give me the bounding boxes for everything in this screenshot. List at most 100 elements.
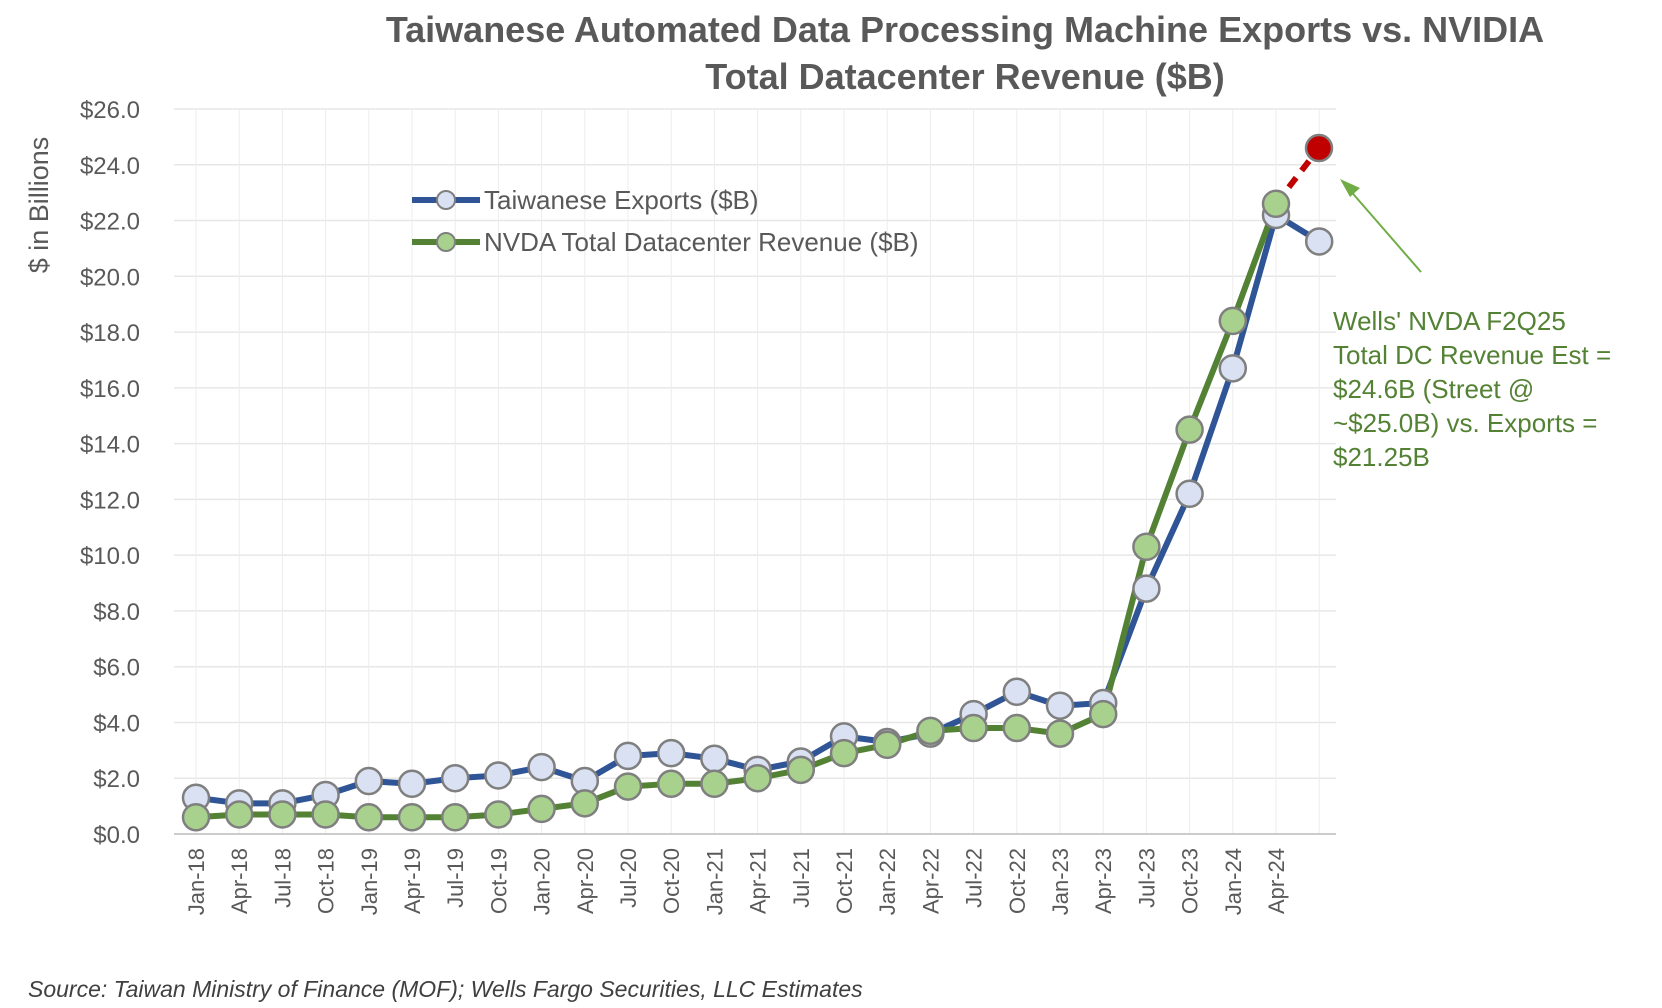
nvda-point: [397, 803, 427, 832]
x-tick-label: Jul-19: [443, 848, 468, 908]
y-tick-label: $22.0: [80, 209, 140, 236]
x-tick-label: Oct-20: [659, 848, 684, 914]
x-tick-label: Apr-19: [400, 848, 425, 914]
annotation-line: $24.6B (Street @: [1333, 374, 1534, 404]
annotation-line: Total DC Revenue Est =: [1333, 340, 1611, 370]
exports-point: [484, 761, 513, 790]
annotation-arrow-line: [1347, 187, 1422, 273]
x-tick-label: Jan-21: [702, 848, 727, 915]
exports-point: [440, 763, 470, 793]
nvda-point: [1218, 306, 1248, 336]
nvda-point: [872, 730, 902, 760]
x-tick-label: Apr-22: [918, 848, 943, 914]
exports-point: [700, 744, 729, 773]
nvda-point: [700, 769, 729, 799]
nvda-point: [224, 800, 254, 829]
legend-marker: [436, 190, 456, 210]
exports-point: [1304, 227, 1334, 256]
y-tick-label: $12.0: [80, 487, 140, 514]
nvda-point: [959, 713, 988, 743]
nvda-point: [786, 755, 816, 785]
x-tick-label: Jan-19: [357, 848, 382, 915]
x-tick-label: Jul-20: [616, 848, 641, 908]
x-tick-label: Oct-19: [486, 848, 511, 914]
annotation-line: ~$25.0B) vs. Exports =: [1333, 408, 1597, 438]
nvda-point: [916, 716, 945, 746]
x-tick-label: Jan-23: [1048, 848, 1073, 915]
nvda-point: [181, 803, 211, 832]
x-tick-label: Jul-23: [1134, 848, 1159, 908]
plot-area: [181, 133, 1334, 832]
estimate-point: [1304, 133, 1334, 163]
x-tick-label: Oct-21: [832, 848, 857, 914]
annotation-arrowhead: [1340, 179, 1360, 197]
y-axis-label: $ in Billions: [24, 137, 54, 274]
x-tick-label: Apr-24: [1264, 848, 1289, 914]
exports-point: [1045, 691, 1075, 720]
exports-point: [1175, 479, 1204, 509]
x-tick-label: Jan-18: [184, 848, 209, 915]
legend-label: NVDA Total Datacenter Revenue ($B): [484, 227, 919, 257]
nvda-point: [1045, 719, 1075, 748]
nvda-point: [829, 738, 859, 768]
x-tick-label: Oct-23: [1178, 848, 1203, 914]
source-note: Source: Taiwan Ministry of Finance (MOF)…: [28, 976, 863, 1002]
x-tick-label: Jul-22: [962, 848, 987, 908]
x-tick-label: Oct-22: [1005, 848, 1030, 914]
nvda-point: [1261, 189, 1291, 219]
chart-title-line-2: Total Datacenter Revenue ($B): [705, 56, 1224, 97]
x-tick-label: Apr-23: [1091, 848, 1116, 914]
y-tick-label: $16.0: [80, 376, 140, 403]
x-tick-label: Jul-21: [789, 848, 814, 908]
x-tick-label: Apr-21: [746, 848, 771, 914]
x-tick-label: Jan-24: [1221, 848, 1246, 915]
nvda-point: [440, 803, 470, 832]
x-tick-label: Apr-18: [227, 848, 252, 914]
exports-point: [656, 738, 686, 768]
y-tick-label: $6.0: [93, 655, 140, 682]
exports-point: [613, 741, 643, 771]
y-tick-label: $14.0: [80, 432, 140, 459]
y-tick-label: $4.0: [93, 710, 140, 737]
nvda-point: [656, 769, 686, 799]
gridlines: [174, 108, 1336, 835]
nvda-point: [484, 800, 513, 829]
x-tick-label: Jul-18: [270, 848, 295, 908]
x-axis-ticks: Jan-18 Apr-18 Jul-18 Oct-18 Jan-19 Apr-19 Jul-…: [184, 848, 1289, 915]
chart-title-line-1: Taiwanese Automated Data Processing Mach…: [386, 9, 1544, 50]
exports-point: [1132, 574, 1161, 603]
nvda-point: [570, 789, 600, 818]
nvda-point: [1132, 532, 1161, 562]
y-axis-ticks: $0.0 $2.0 $4.0 $6.0 $8.0 $10.0 $12.0 $14.0 $16.0…: [80, 97, 140, 849]
nvda-point: [268, 800, 297, 829]
exports-point: [1218, 354, 1248, 383]
y-tick-label: $0.0: [93, 822, 140, 849]
exports-point: [527, 752, 556, 782]
x-tick-label: Jan-20: [530, 848, 555, 915]
nvda-point: [743, 763, 772, 793]
y-tick-label: $2.0: [93, 766, 140, 793]
y-tick-label: $10.0: [80, 543, 140, 570]
exports-point: [397, 769, 427, 799]
nvda-point: [1175, 415, 1204, 444]
exports-point: [354, 766, 384, 796]
y-tick-label: $8.0: [93, 599, 140, 626]
nvda-point: [354, 803, 384, 832]
x-tick-label: Apr-20: [573, 848, 598, 914]
annotation-line: $21.25B: [1333, 442, 1430, 472]
y-tick-label: $24.0: [80, 153, 140, 180]
y-tick-label: $26.0: [80, 97, 140, 124]
nvda-line: [195, 202, 1279, 821]
annotation: Wells' NVDA F2Q25 Total DC Revenue Est = $…: [1333, 179, 1611, 472]
y-tick-label: $18.0: [80, 320, 140, 347]
exports-point: [1002, 677, 1032, 707]
nvda-point: [1002, 713, 1032, 743]
legend: Taiwanese Exports ($B) NVDA Total Datacen…: [412, 185, 919, 257]
legend-label: Taiwanese Exports ($B): [484, 185, 759, 215]
legend-marker: [436, 232, 456, 252]
chart-title: Taiwanese Automated Data Processing Mach…: [386, 9, 1544, 97]
nvda-point: [613, 772, 643, 801]
nvda-point: [1088, 699, 1118, 729]
nvda-point: [311, 800, 340, 829]
